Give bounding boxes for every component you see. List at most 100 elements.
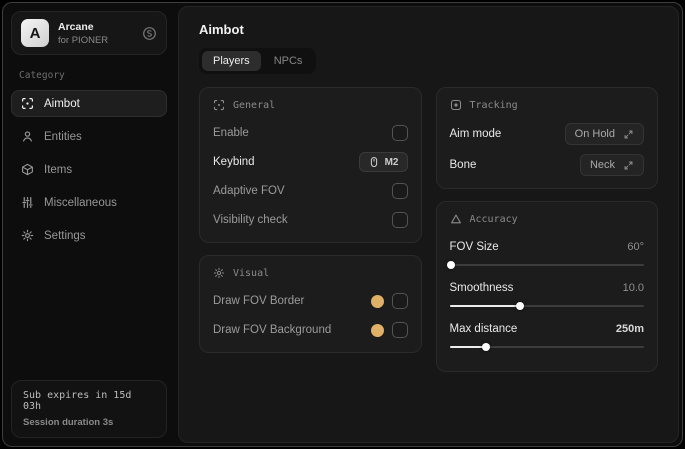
slider-thumb[interactable] (447, 261, 456, 269)
setting-label: Smoothness (449, 282, 514, 294)
setting-label: Aim mode (449, 128, 502, 140)
adaptive-fov-checkbox[interactable] (391, 183, 408, 199)
gear-icon (21, 229, 34, 242)
accuracy-card-title: Accuracy (469, 213, 518, 225)
app-title-block: Arcane for PIONER (58, 21, 108, 46)
app-name: Arcane (58, 20, 94, 33)
crosshair-icon (21, 97, 34, 110)
slider-track (449, 305, 644, 307)
fov-border-color-swatch[interactable] (370, 294, 384, 308)
setting-row-fov-border: Draw FOV Border (213, 291, 408, 311)
sidebar-item-label: Entities (44, 130, 82, 143)
tracking-card-title: Tracking (469, 99, 518, 111)
app-header: A Arcane for PIONER (11, 11, 167, 55)
aperture-icon (213, 267, 225, 279)
sidebar-item-entities[interactable]: Entities (11, 123, 167, 150)
visual-card-title: Visual (233, 267, 270, 279)
setting-row-fov-background: Draw FOV Background (213, 320, 408, 340)
cube-icon (21, 163, 34, 176)
tab-players[interactable]: Players (202, 51, 261, 71)
sliders-icon (21, 196, 34, 209)
tab-npcs[interactable]: NPCs (273, 55, 303, 67)
setting-row-smoothness: Smoothness 10.0 (449, 278, 644, 312)
tracking-card: Tracking Aim mode On Hold Bone (435, 87, 658, 189)
keybind-button[interactable]: M2 (358, 152, 408, 172)
keybind-value: M2 (384, 156, 399, 168)
controls (370, 322, 408, 338)
sync-icon[interactable] (142, 26, 157, 41)
sidebar-item-label: Miscellaneous (44, 196, 117, 209)
aim-mode-value: On Hold (574, 128, 615, 140)
fov-border-checkbox[interactable] (391, 293, 408, 309)
setting-label: Visibility check (213, 214, 288, 226)
general-card: General Enable Keybind (199, 87, 422, 243)
accuracy-card: Accuracy FOV Size 60° (435, 201, 658, 372)
category-label: Category (19, 70, 65, 81)
enable-checkbox[interactable] (391, 125, 408, 141)
sidebar-item-settings[interactable]: Settings (11, 222, 167, 249)
slider-thumb[interactable] (515, 302, 524, 310)
card-columns: General Enable Keybind (199, 87, 658, 372)
general-card-header: General (213, 99, 408, 111)
sidebar-item-miscellaneous[interactable]: Miscellaneous (11, 189, 167, 216)
visibility-check-checkbox[interactable] (391, 212, 408, 228)
setting-row-keybind: Keybind M2 (213, 152, 408, 172)
sidebar-item-label: Items (44, 163, 73, 176)
setting-row-bone: Bone Neck (449, 154, 644, 176)
setting-label: Adaptive FOV (213, 185, 285, 197)
setting-label: Max distance (449, 323, 518, 335)
setting-row-adaptive-fov: Adaptive FOV (213, 181, 408, 201)
slider-fill (449, 305, 520, 307)
sub-expires-text: Sub expires in 15d 03h (23, 390, 132, 412)
accuracy-card-header: Accuracy (450, 213, 645, 225)
slider-thumb[interactable] (482, 343, 491, 351)
setting-row-visibility-check: Visibility check (213, 210, 408, 230)
setting-label: Bone (449, 159, 477, 171)
fov-size-value: 60° (627, 241, 644, 253)
smoothness-value: 10.0 (622, 282, 644, 294)
app-subtitle: for PIONER (58, 34, 109, 46)
setting-label: FOV Size (449, 241, 499, 253)
aim-mode-dropdown[interactable]: On Hold (564, 123, 644, 145)
setting-row-enable: Enable (213, 123, 408, 143)
setting-row-max-distance: Max distance 250m (449, 319, 644, 353)
left-column: General Enable Keybind (199, 87, 422, 353)
tab-bar: Players NPCs (199, 48, 317, 74)
setting-label: Draw FOV Border (213, 295, 305, 307)
bone-value: Neck (589, 159, 615, 171)
setting-row-aim-mode: Aim mode On Hold (449, 123, 644, 145)
target-square-icon (450, 99, 462, 111)
triangle-icon (450, 213, 462, 225)
expand-icon (624, 161, 633, 169)
crosshair-icon (213, 99, 225, 111)
max-distance-slider[interactable] (449, 341, 644, 353)
sidebar-item-label: Settings (44, 229, 86, 242)
general-card-title: General (233, 99, 276, 111)
fov-background-color-swatch[interactable] (370, 323, 384, 337)
slider-fill (449, 346, 487, 348)
fov-background-checkbox[interactable] (391, 322, 408, 338)
sidebar-item-label: Aimbot (44, 97, 80, 110)
session-duration-text: Session duration 3s (23, 417, 114, 428)
setting-label: Keybind (213, 156, 255, 168)
smoothness-slider[interactable] (449, 300, 644, 312)
visual-card-header: Visual (213, 267, 408, 279)
setting-row-fov-size: FOV Size 60° (447, 237, 644, 271)
sidebar-nav: Aimbot Entities Items (11, 90, 167, 255)
slider-track (449, 264, 644, 266)
setting-label: Draw FOV Background (213, 324, 332, 336)
page-title: Aimbot (199, 22, 244, 37)
sidebar: A Arcane for PIONER Category (3, 3, 175, 446)
max-distance-value: 250m (615, 323, 644, 335)
sidebar-item-aimbot[interactable]: Aimbot (11, 90, 167, 117)
bone-dropdown[interactable]: Neck (579, 154, 644, 176)
app-logo: A (21, 19, 49, 47)
main-panel: Aimbot Players NPCs General (178, 6, 679, 443)
right-column: Tracking Aim mode On Hold Bone (435, 87, 658, 372)
visual-card: Visual Draw FOV Border Draw FOV Backgrou… (199, 255, 422, 353)
sidebar-item-items[interactable]: Items (11, 156, 167, 183)
person-icon (21, 130, 34, 143)
setting-label: Enable (213, 127, 249, 139)
fov-size-slider[interactable] (447, 259, 644, 271)
